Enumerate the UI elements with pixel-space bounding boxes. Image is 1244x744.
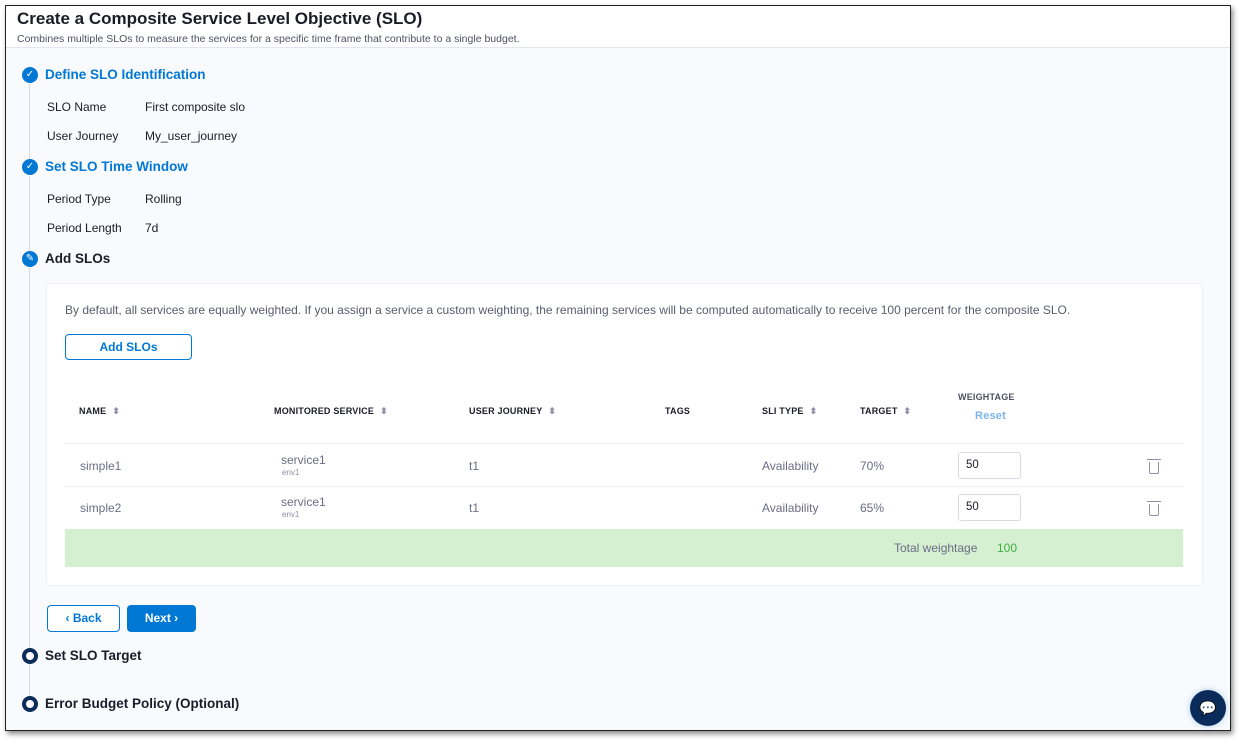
divider xyxy=(65,486,1183,487)
column-label: TARGET xyxy=(860,406,898,416)
add-slos-card: By default, all services are equally wei… xyxy=(47,284,1202,585)
step-connector xyxy=(29,268,30,656)
page-header: Create a Composite Service Level Objecti… xyxy=(6,6,1230,48)
step-time-window[interactable]: Set SLO Time Window xyxy=(45,159,188,174)
monitored-service: service1 xyxy=(281,453,326,467)
composite-slo-window: Create a Composite Service Level Objecti… xyxy=(5,5,1231,731)
page-title: Create a Composite Service Level Objecti… xyxy=(17,9,423,28)
field-value: 7d xyxy=(145,221,159,235)
column-name[interactable]: NAME ⬍ xyxy=(79,406,120,417)
sort-icon[interactable]: ⬍ xyxy=(903,406,912,416)
pending-step-icon xyxy=(22,696,38,712)
step-connector xyxy=(29,176,30,258)
next-button[interactable]: Next › xyxy=(127,605,196,632)
total-weightage-value: 100 xyxy=(997,541,1018,555)
step-set-slo-target: Set SLO Target xyxy=(45,648,142,663)
column-label: MONITORED SERVICE xyxy=(274,406,375,416)
field-value: My_user_journey xyxy=(145,129,238,143)
step-connector xyxy=(29,84,30,166)
column-user-journey[interactable]: USER JOURNEY ⬍ xyxy=(469,406,556,417)
target: 65% xyxy=(860,501,885,515)
divider xyxy=(65,443,1183,444)
weightage-input[interactable]: 50 xyxy=(958,452,1021,479)
field-value: First composite slo xyxy=(145,100,246,114)
step-define-identification[interactable]: Define SLO Identification xyxy=(45,67,206,82)
user-journey: t1 xyxy=(469,459,480,473)
field-label: Period Length xyxy=(47,221,122,235)
step-error-budget-policy: Error Budget Policy (Optional) xyxy=(45,696,240,711)
column-label: USER JOURNEY xyxy=(469,406,543,416)
column-label: SLI TYPE xyxy=(762,406,804,416)
environment: env1 xyxy=(282,468,300,477)
column-sli-type[interactable]: SLI TYPE ⬍ xyxy=(762,406,817,417)
monitored-service: service1 xyxy=(281,495,326,509)
trash-icon[interactable] xyxy=(1147,501,1161,516)
reset-weightage-link[interactable]: Reset xyxy=(975,410,1006,422)
sli-type: Availability xyxy=(762,501,819,515)
help-chat-button[interactable]: 💬 xyxy=(1190,690,1226,726)
next-label: Next xyxy=(144,611,171,625)
chat-icon: 💬 xyxy=(1199,700,1217,716)
target: 70% xyxy=(860,459,885,473)
weighting-description: By default, all services are equally wei… xyxy=(65,303,1071,317)
sort-icon[interactable]: ⬍ xyxy=(548,406,557,416)
field-label: User Journey xyxy=(47,129,119,143)
sort-icon[interactable]: ⬍ xyxy=(380,406,388,416)
column-tags: TAGS xyxy=(665,406,691,416)
check-icon: ✓ xyxy=(22,67,38,83)
page-subtitle: Combines multiple SLOs to measure the se… xyxy=(17,33,520,45)
column-target[interactable]: TARGET ⬍ xyxy=(860,406,911,417)
check-icon: ✓ xyxy=(22,159,38,175)
sort-icon[interactable]: ⬍ xyxy=(809,406,818,416)
environment: env1 xyxy=(282,510,300,519)
back-button[interactable]: ‹ Back xyxy=(47,605,120,632)
step-add-slos: Add SLOs xyxy=(45,251,111,266)
column-label: NAME xyxy=(79,406,107,416)
trash-icon[interactable] xyxy=(1147,459,1161,474)
chevron-right-icon: › xyxy=(170,611,179,625)
weightage-input[interactable]: 50 xyxy=(958,494,1021,521)
step-connector xyxy=(29,664,30,704)
column-weightage: WEIGHTAGE xyxy=(958,392,1015,402)
total-weightage-bar: Total weightage 100 xyxy=(65,529,1183,567)
slo-name: simple2 xyxy=(80,501,122,515)
sort-icon[interactable]: ⬍ xyxy=(112,406,121,416)
chevron-left-icon: ‹ xyxy=(65,611,73,625)
field-label: SLO Name xyxy=(47,100,107,114)
column-monitored-service[interactable]: MONITORED SERVICE ⬍ xyxy=(274,406,388,417)
total-weightage-label: Total weightage xyxy=(894,541,978,555)
pending-step-icon xyxy=(22,648,38,664)
slo-name: simple1 xyxy=(80,459,122,473)
back-label: Back xyxy=(72,611,102,625)
add-slos-button[interactable]: Add SLOs xyxy=(65,334,192,360)
pencil-icon: ✎ xyxy=(22,251,38,267)
sli-type: Availability xyxy=(762,459,819,473)
user-journey: t1 xyxy=(469,501,480,515)
field-value: Rolling xyxy=(145,192,182,206)
field-label: Period Type xyxy=(47,192,111,206)
